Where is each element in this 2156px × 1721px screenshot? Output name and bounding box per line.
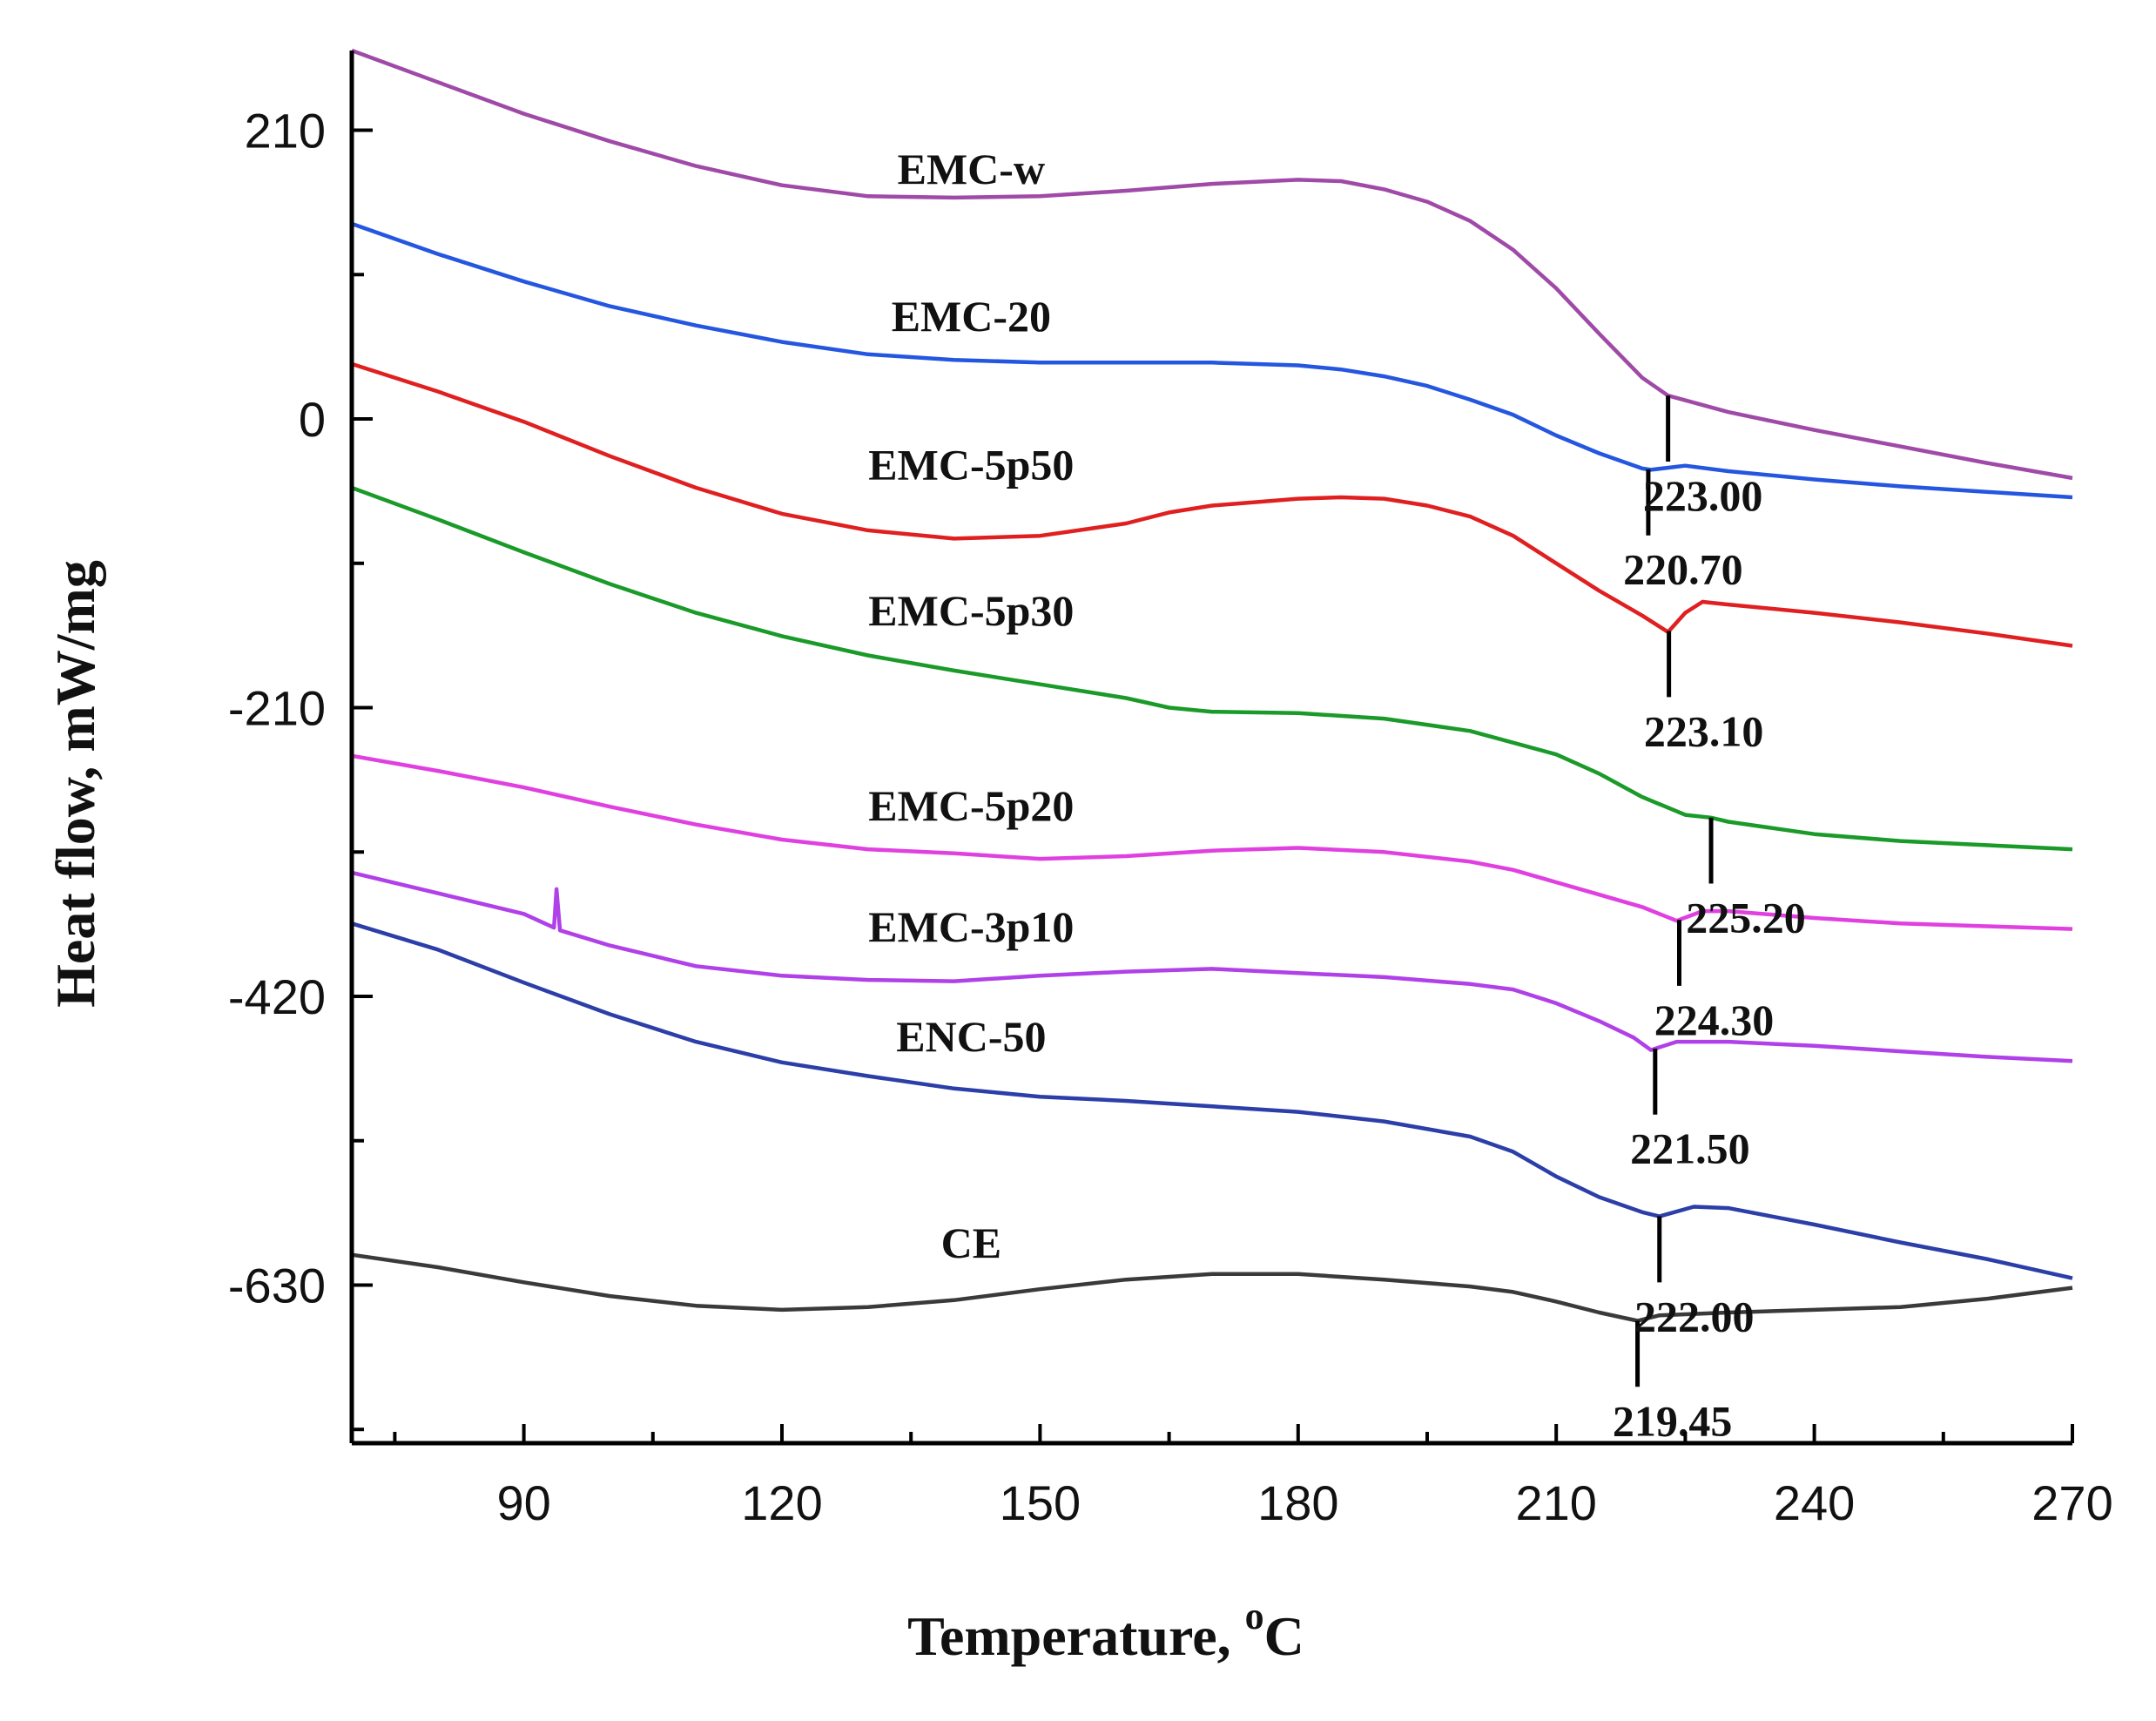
series-line-emc-5p30	[351, 485, 2073, 852]
peak-label-ce: 219.45	[1613, 1396, 1733, 1445]
peak-label-emc-5p30: 225.20	[1686, 894, 1806, 942]
series-label-emc-5p20: EMC-5p20	[868, 781, 1074, 830]
series-line-enc-50	[351, 921, 2073, 1280]
x-tick-label: 270	[2031, 1475, 2112, 1530]
series-line-emc-20	[351, 221, 2073, 500]
x-tick-label: 210	[1515, 1475, 1596, 1530]
plot-lines	[351, 48, 2073, 1323]
x-axis-title: Temperature, oC	[907, 1595, 1304, 1667]
series-line-emc-w	[351, 48, 2073, 481]
peak-markers	[1635, 395, 1714, 1387]
series-line-emc-3p10	[351, 870, 2073, 1063]
x-tick-label: 240	[1774, 1475, 1855, 1530]
series-label-emc-5p30: EMC-5p30	[868, 586, 1074, 635]
peak-label-enc-50: 222.00	[1634, 1292, 1755, 1340]
axes	[349, 51, 2072, 1446]
y-ticks: 210 0 -210 -420 -630	[228, 104, 373, 1432]
x-tick-label: 150	[1000, 1475, 1081, 1530]
peak-labels: 223.00 220.70 223.10 225.20 224.30 221.50 222.…	[1613, 471, 1806, 1445]
y-tick-label: -630	[228, 1258, 326, 1313]
series-label-ce: CE	[941, 1218, 1001, 1267]
y-tick-label: 210	[245, 104, 326, 159]
series-label-enc-50: ENC-50	[896, 1012, 1046, 1061]
series-label-emc-20: EMC-20	[892, 292, 1051, 341]
y-axis-title: Heat flow, mW/mg	[44, 560, 106, 1008]
series-line-emc-5p50	[351, 361, 2073, 648]
peak-label-emc-5p50: 223.10	[1644, 706, 1764, 755]
x-tick-label: 90	[496, 1475, 550, 1530]
peak-label-emc-20: 220.70	[1623, 545, 1743, 594]
x-tick-label: 120	[741, 1475, 822, 1530]
series-line-ce	[351, 1252, 2073, 1323]
x-tick-label: 180	[1257, 1475, 1338, 1530]
series-labels: EMC-w EMC-20 EMC-5p50 EMC-5p30 EMC-5p20 EMC-3…	[868, 145, 1074, 1267]
y-tick-label: 0	[299, 392, 326, 447]
peak-label-emc-5p20: 224.30	[1654, 995, 1775, 1044]
peak-label-emc-3p10: 221.50	[1630, 1124, 1750, 1173]
series-label-emc-5p50: EMC-5p50	[868, 440, 1074, 489]
x-ticks: 90 120 150 180 210 240 270	[393, 1424, 2113, 1530]
peak-label-emc-w: 223.00	[1643, 471, 1763, 520]
y-tick-label: -420	[228, 969, 326, 1024]
series-label-emc-3p10: EMC-3p10	[868, 902, 1074, 951]
series-label-emc-w: EMC-w	[898, 145, 1045, 193]
series-line-emc-5p20	[351, 753, 2073, 931]
y-tick-label: -210	[228, 681, 326, 736]
